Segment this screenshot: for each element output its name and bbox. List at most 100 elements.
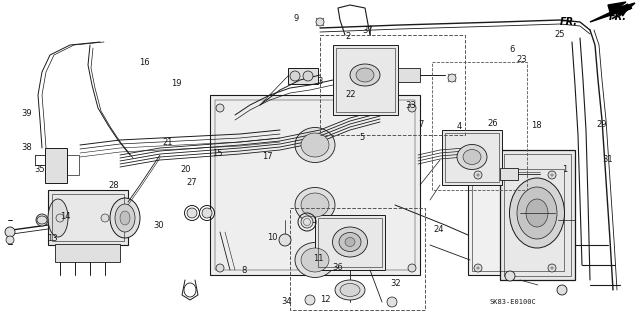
Text: 4: 4 bbox=[457, 122, 462, 130]
Text: 34: 34 bbox=[282, 297, 292, 306]
Text: 17: 17 bbox=[262, 152, 273, 161]
Circle shape bbox=[408, 264, 416, 272]
Text: 7: 7 bbox=[419, 120, 424, 129]
Text: 36: 36 bbox=[333, 263, 343, 272]
Bar bbox=[333, 45, 398, 115]
Circle shape bbox=[216, 264, 224, 272]
Circle shape bbox=[36, 214, 48, 226]
Text: 2: 2 bbox=[346, 32, 351, 41]
Bar bbox=[48, 190, 128, 245]
Ellipse shape bbox=[295, 242, 335, 278]
Text: 10: 10 bbox=[267, 233, 277, 242]
Bar bbox=[55, 244, 120, 262]
Bar bbox=[500, 168, 518, 180]
Ellipse shape bbox=[110, 198, 140, 238]
Circle shape bbox=[548, 264, 556, 272]
Text: 35: 35 bbox=[35, 165, 45, 174]
Bar bbox=[315, 215, 385, 270]
Ellipse shape bbox=[463, 150, 481, 165]
Ellipse shape bbox=[350, 64, 380, 86]
Text: 24: 24 bbox=[433, 225, 444, 234]
Text: 37: 37 bbox=[363, 26, 373, 35]
Circle shape bbox=[557, 285, 567, 295]
Polygon shape bbox=[590, 4, 632, 22]
Text: 39: 39 bbox=[22, 109, 32, 118]
Text: FR.: FR. bbox=[609, 12, 627, 22]
Circle shape bbox=[56, 214, 64, 222]
Bar bbox=[445, 133, 499, 182]
Text: 25: 25 bbox=[555, 30, 565, 39]
Circle shape bbox=[505, 271, 515, 281]
Ellipse shape bbox=[295, 128, 335, 162]
Ellipse shape bbox=[301, 133, 329, 157]
Text: 11: 11 bbox=[314, 254, 324, 263]
Circle shape bbox=[216, 104, 224, 112]
Bar bbox=[442, 130, 502, 185]
Text: 13: 13 bbox=[47, 234, 58, 243]
Text: 16: 16 bbox=[139, 58, 149, 67]
Bar bbox=[290, 208, 425, 310]
Circle shape bbox=[5, 227, 15, 237]
Bar bbox=[500, 150, 575, 280]
Text: 14: 14 bbox=[60, 212, 70, 221]
Bar bbox=[504, 154, 571, 276]
Text: 31: 31 bbox=[603, 155, 613, 164]
Text: 6: 6 bbox=[509, 45, 515, 54]
Circle shape bbox=[408, 104, 416, 112]
Bar bbox=[320, 35, 465, 135]
Text: 33: 33 bbox=[406, 101, 416, 110]
Text: 23: 23 bbox=[516, 56, 527, 64]
Circle shape bbox=[474, 264, 482, 272]
Circle shape bbox=[6, 236, 14, 244]
Ellipse shape bbox=[335, 280, 365, 300]
Text: 19: 19 bbox=[171, 79, 181, 88]
Ellipse shape bbox=[345, 238, 355, 247]
Text: 1: 1 bbox=[562, 165, 567, 174]
Bar bbox=[45, 148, 67, 183]
Text: 8: 8 bbox=[242, 266, 247, 275]
Circle shape bbox=[303, 71, 313, 81]
Polygon shape bbox=[608, 2, 635, 12]
Ellipse shape bbox=[202, 208, 212, 218]
Bar bbox=[210, 95, 420, 275]
Ellipse shape bbox=[509, 178, 564, 248]
Circle shape bbox=[474, 171, 482, 179]
Text: 30: 30 bbox=[154, 221, 164, 230]
Ellipse shape bbox=[187, 208, 197, 218]
Circle shape bbox=[101, 214, 109, 222]
Bar bbox=[52, 194, 124, 241]
Text: 26: 26 bbox=[488, 119, 498, 128]
Ellipse shape bbox=[339, 233, 361, 251]
Ellipse shape bbox=[526, 199, 548, 227]
Circle shape bbox=[316, 18, 324, 26]
Text: 32: 32 bbox=[390, 279, 401, 288]
Bar bbox=[215, 100, 415, 270]
Circle shape bbox=[448, 74, 456, 82]
Ellipse shape bbox=[340, 284, 360, 296]
Text: 20: 20 bbox=[180, 165, 191, 174]
Circle shape bbox=[387, 297, 397, 307]
Ellipse shape bbox=[48, 199, 68, 237]
Bar bbox=[336, 48, 395, 112]
Text: SK83-E0100C: SK83-E0100C bbox=[490, 299, 537, 305]
Circle shape bbox=[279, 234, 291, 246]
Text: 9: 9 bbox=[293, 14, 298, 23]
Bar bbox=[288, 68, 318, 84]
Ellipse shape bbox=[301, 216, 313, 228]
Text: 5: 5 bbox=[359, 133, 364, 142]
Bar bbox=[468, 165, 568, 275]
Text: 38: 38 bbox=[22, 143, 32, 152]
Text: 15: 15 bbox=[212, 149, 223, 158]
Bar bbox=[67, 155, 79, 175]
Bar bbox=[472, 169, 564, 271]
Ellipse shape bbox=[301, 248, 329, 272]
Circle shape bbox=[305, 295, 315, 305]
Ellipse shape bbox=[356, 68, 374, 82]
Bar bbox=[318, 218, 382, 267]
Ellipse shape bbox=[333, 227, 367, 257]
Text: 28: 28 bbox=[109, 181, 119, 190]
Ellipse shape bbox=[457, 145, 487, 169]
Text: 18: 18 bbox=[531, 121, 541, 130]
Circle shape bbox=[290, 71, 300, 81]
Ellipse shape bbox=[115, 204, 135, 232]
